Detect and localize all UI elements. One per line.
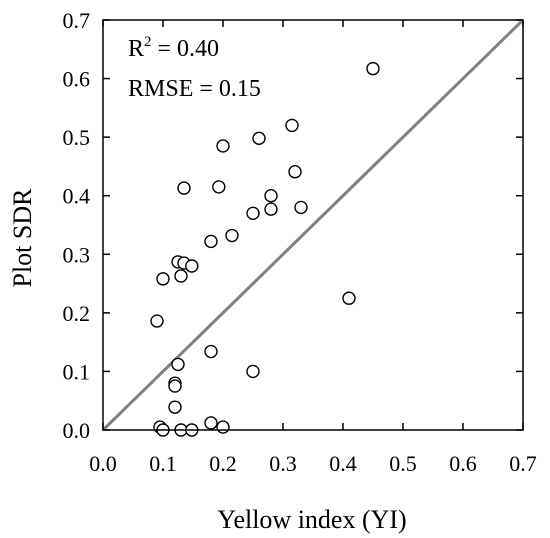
- rmse-annotation: RMSE = 0.15: [128, 76, 261, 102]
- y-tick-label: 0.2: [63, 301, 91, 326]
- x-tick-label: 0.2: [209, 451, 237, 476]
- y-tick-label: 0.6: [63, 67, 91, 92]
- data-point: [171, 357, 185, 372]
- data-point: [264, 189, 278, 203]
- data-point: [342, 291, 356, 305]
- data-point: [185, 259, 199, 273]
- x-tick-label: 0.3: [269, 451, 297, 476]
- y-axis-title: Plot SDR: [8, 188, 37, 288]
- x-tick-label: 0.7: [509, 451, 537, 476]
- y-tick-label: 0.1: [63, 359, 91, 384]
- y-tick-label: 0.4: [63, 184, 91, 209]
- data-point: [246, 364, 260, 379]
- y-tick-label: 0.3: [63, 242, 91, 267]
- x-axis-title: Yellow index (YI): [217, 505, 406, 534]
- data-point: [156, 272, 170, 286]
- y-tick-label: 0.7: [63, 8, 91, 33]
- y-tick-label: 0.0: [63, 418, 91, 443]
- data-point: [216, 420, 230, 434]
- data-point: [366, 61, 380, 76]
- data-point: [168, 400, 182, 414]
- data-point: [252, 131, 266, 146]
- data-point: [212, 180, 226, 194]
- y-tick-label: 0.5: [63, 125, 91, 150]
- plot-area-frame: [102, 19, 524, 431]
- data-point: [174, 269, 188, 283]
- x-tick-label: 0.4: [329, 451, 357, 476]
- data-point: [204, 234, 218, 249]
- data-point: [177, 181, 191, 195]
- x-tick-label: 0.6: [449, 451, 477, 476]
- data-point: [294, 200, 308, 215]
- data-point: [204, 344, 218, 359]
- x-tick-label: 0.1: [149, 451, 177, 476]
- data-points: [150, 61, 380, 437]
- data-point: [288, 164, 302, 179]
- data-point: [150, 314, 164, 328]
- data-point: [204, 416, 218, 430]
- data-point: [168, 379, 182, 393]
- y-tick-labels: 0.0 0.1 0.2 0.3 0.4 0.5 0.6 0.7: [63, 8, 91, 443]
- data-point: [216, 139, 230, 153]
- x-tick-label: 0.5: [389, 451, 417, 476]
- x-tick-labels: 0.0 0.1 0.2 0.3 0.4 0.5 0.6 0.7: [89, 451, 537, 476]
- data-point: [285, 118, 299, 133]
- data-point: [264, 202, 278, 216]
- data-point: [246, 206, 260, 220]
- x-tick-label: 0.0: [89, 451, 117, 476]
- data-point: [225, 228, 239, 243]
- r-squared-annotation: R2 = 0.40: [128, 34, 219, 62]
